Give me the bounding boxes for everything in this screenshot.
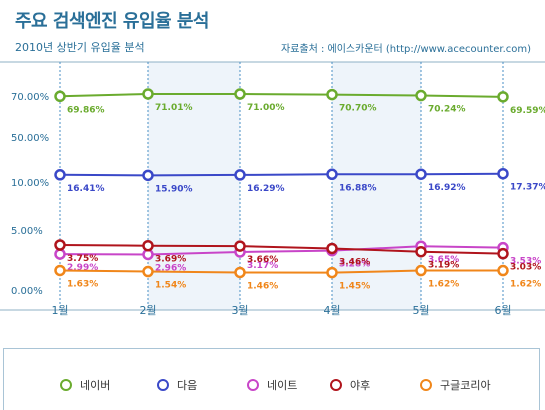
data-label: 15.90% — [155, 184, 193, 194]
chart-band-1 — [148, 62, 240, 310]
data-point — [497, 264, 509, 277]
data-label: 1.54% — [155, 281, 186, 291]
data-label: 1.62% — [428, 280, 459, 290]
data-point — [142, 265, 154, 278]
data-point — [54, 239, 66, 251]
data-point — [415, 264, 427, 277]
legend-label: 다음 — [177, 379, 198, 392]
data-point — [54, 248, 66, 260]
x-tick-label: 5월 — [412, 304, 429, 317]
line-chart: 70.00% 50.00% 10.00% 5.00% 0.00% 1월 2월 3월 4월 5월 6월… — [0, 61, 545, 317]
chart-legend: 네이버 다음 네이트 야후 구글코리아 — [3, 348, 540, 410]
legend-label: 네이트 — [267, 379, 298, 392]
x-tick-label: 3월 — [231, 304, 248, 317]
data-point — [142, 169, 154, 182]
x-tick-label: 6월 — [494, 304, 511, 317]
data-point — [54, 90, 66, 103]
y-tick-label: 70.00% — [11, 92, 49, 103]
source-note: 자료출처 : 에이스카운터 (http://www.acecounter.com… — [281, 44, 532, 55]
legend-item: 다음 — [157, 377, 197, 393]
data-label: 1.62% — [510, 280, 541, 290]
y-tick-label: 50.00% — [11, 133, 49, 144]
x-tick-label: 2월 — [139, 304, 156, 317]
data-point — [234, 88, 246, 100]
data-point — [497, 247, 509, 260]
legend-item: 구글코리아 — [420, 377, 491, 393]
legend-swatch-icon — [60, 379, 72, 391]
data-label: 17.37% — [510, 183, 545, 193]
series-line-3 — [59, 245, 504, 256]
data-point — [326, 266, 338, 279]
legend-label: 야후 — [350, 379, 371, 392]
data-label: 3.03% — [510, 263, 541, 273]
legend-item: 야후 — [330, 377, 370, 393]
data-label: 3.65% — [428, 255, 459, 265]
data-label: 16.29% — [247, 184, 285, 194]
data-label: 2.99% — [67, 263, 98, 273]
data-point — [54, 264, 66, 277]
data-point — [234, 169, 246, 181]
data-label: 16.88% — [339, 183, 377, 193]
series-line-4 — [59, 244, 504, 255]
data-label: 3.69% — [155, 255, 186, 265]
data-point — [142, 239, 154, 252]
legend-item: 네이버 — [60, 377, 110, 393]
data-point — [415, 245, 427, 258]
data-label: 3.19% — [428, 261, 459, 271]
legend-item: 네이트 — [247, 377, 297, 393]
data-label: 3.17% — [247, 261, 278, 271]
data-label: 2.96% — [155, 263, 186, 273]
legend-label: 네이버 — [80, 379, 111, 392]
data-point — [497, 167, 509, 180]
data-point — [142, 88, 154, 100]
data-label: 71.01% — [155, 103, 193, 113]
legend-swatch-icon — [330, 379, 342, 391]
data-label: 71.00% — [247, 103, 285, 113]
series-line-1 — [59, 92, 504, 98]
data-point — [415, 89, 427, 102]
x-tick-label: 1월 — [51, 304, 68, 317]
data-point — [234, 266, 246, 279]
data-point — [415, 168, 427, 180]
data-label: 70.70% — [339, 104, 377, 114]
y-tick-label: 5.00% — [11, 226, 43, 237]
data-label: 3.28% — [339, 260, 370, 270]
data-label: 3.66% — [247, 255, 278, 265]
chart-subtitle: 2010년 상반기 유입율 분석 — [15, 41, 145, 54]
legend-swatch-icon — [420, 379, 432, 391]
data-label: 16.92% — [428, 183, 466, 193]
data-label: 1.45% — [339, 282, 370, 292]
data-point — [54, 169, 66, 181]
page-title: 주요 검색엔진 유입율 분석 — [15, 11, 209, 32]
data-point — [326, 242, 338, 255]
data-label: 1.46% — [247, 281, 278, 291]
data-point — [234, 240, 246, 252]
data-point — [326, 88, 338, 101]
data-label: 16.41% — [67, 184, 105, 194]
data-label: 3.53% — [510, 257, 541, 267]
data-point — [497, 91, 509, 103]
data-label: 69.59% — [510, 106, 545, 116]
x-tick-label: 4월 — [323, 304, 340, 317]
y-tick-label: 10.00% — [11, 178, 49, 189]
y-tick-label: 0.00% — [11, 286, 43, 297]
data-point — [326, 168, 338, 181]
data-label: 1.63% — [67, 279, 98, 289]
legend-label: 구글코리아 — [440, 379, 491, 392]
chart-band-2 — [332, 62, 421, 310]
legend-swatch-icon — [247, 379, 259, 391]
legend-swatch-icon — [157, 379, 169, 391]
series-line-2 — [59, 172, 504, 177]
data-label: 3.46% — [339, 257, 370, 267]
data-label: 70.24% — [428, 105, 466, 115]
data-label: 69.86% — [67, 105, 105, 115]
data-label: 3.75% — [67, 254, 98, 264]
series-line-5 — [59, 269, 503, 274]
